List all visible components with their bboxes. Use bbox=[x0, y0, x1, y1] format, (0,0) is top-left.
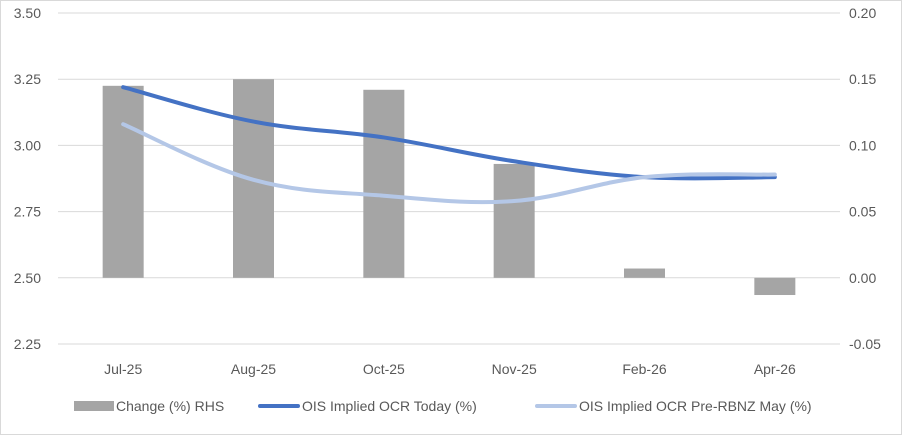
right-tick-label: -0.05 bbox=[849, 336, 881, 352]
right-tick-label: 0.10 bbox=[849, 137, 876, 153]
x-axis-ticks: Jul-25 Aug-25 Oct-25 Nov-25 Feb-26 Apr-26 bbox=[104, 361, 796, 377]
x-tick-label: Aug-25 bbox=[231, 361, 276, 377]
left-tick-label: 2.75 bbox=[14, 204, 41, 220]
bar-oct-25 bbox=[363, 89, 405, 278]
left-tick-label: 3.00 bbox=[14, 137, 41, 153]
bar-nov-25 bbox=[493, 163, 535, 278]
left-tick-label: 3.25 bbox=[14, 71, 41, 87]
left-axis-ticks: 2.25 2.50 2.75 3.00 3.25 3.50 bbox=[14, 5, 41, 352]
legend-label: OIS Implied OCR Today (%) bbox=[302, 398, 477, 414]
legend-swatch-bar bbox=[74, 401, 114, 411]
right-tick-label: 0.05 bbox=[849, 204, 876, 220]
bar-feb-26 bbox=[624, 268, 665, 278]
bar-jul-25 bbox=[102, 85, 144, 278]
left-tick-label: 3.50 bbox=[14, 5, 41, 21]
left-tick-label: 2.50 bbox=[14, 270, 41, 286]
right-axis-ticks: -0.05 0.00 0.05 0.10 0.15 0.20 bbox=[849, 5, 881, 352]
line-series bbox=[121, 85, 777, 205]
legend-label: Change (%) RHS bbox=[116, 398, 224, 414]
x-tick-label: Jul-25 bbox=[104, 361, 142, 377]
bar-apr-26 bbox=[754, 277, 796, 296]
x-tick-label: Nov-25 bbox=[492, 361, 537, 377]
x-tick-label: Oct-25 bbox=[363, 361, 405, 377]
line-series-1 bbox=[121, 85, 777, 181]
bar-series bbox=[102, 79, 796, 296]
x-tick-label: Apr-26 bbox=[754, 361, 796, 377]
left-tick-label: 2.25 bbox=[14, 336, 41, 352]
right-tick-label: 0.20 bbox=[849, 5, 876, 21]
legend-label: OIS Implied OCR Pre-RBNZ May (%) bbox=[579, 398, 812, 414]
line-series-2 bbox=[121, 122, 777, 205]
right-tick-label: 0.00 bbox=[849, 270, 876, 286]
x-tick-label: Feb-26 bbox=[622, 361, 667, 377]
right-tick-label: 0.15 bbox=[849, 71, 876, 87]
gridlines bbox=[58, 12, 840, 345]
legend: Change (%) RHS OIS Implied OCR Today (%) O… bbox=[74, 398, 812, 414]
